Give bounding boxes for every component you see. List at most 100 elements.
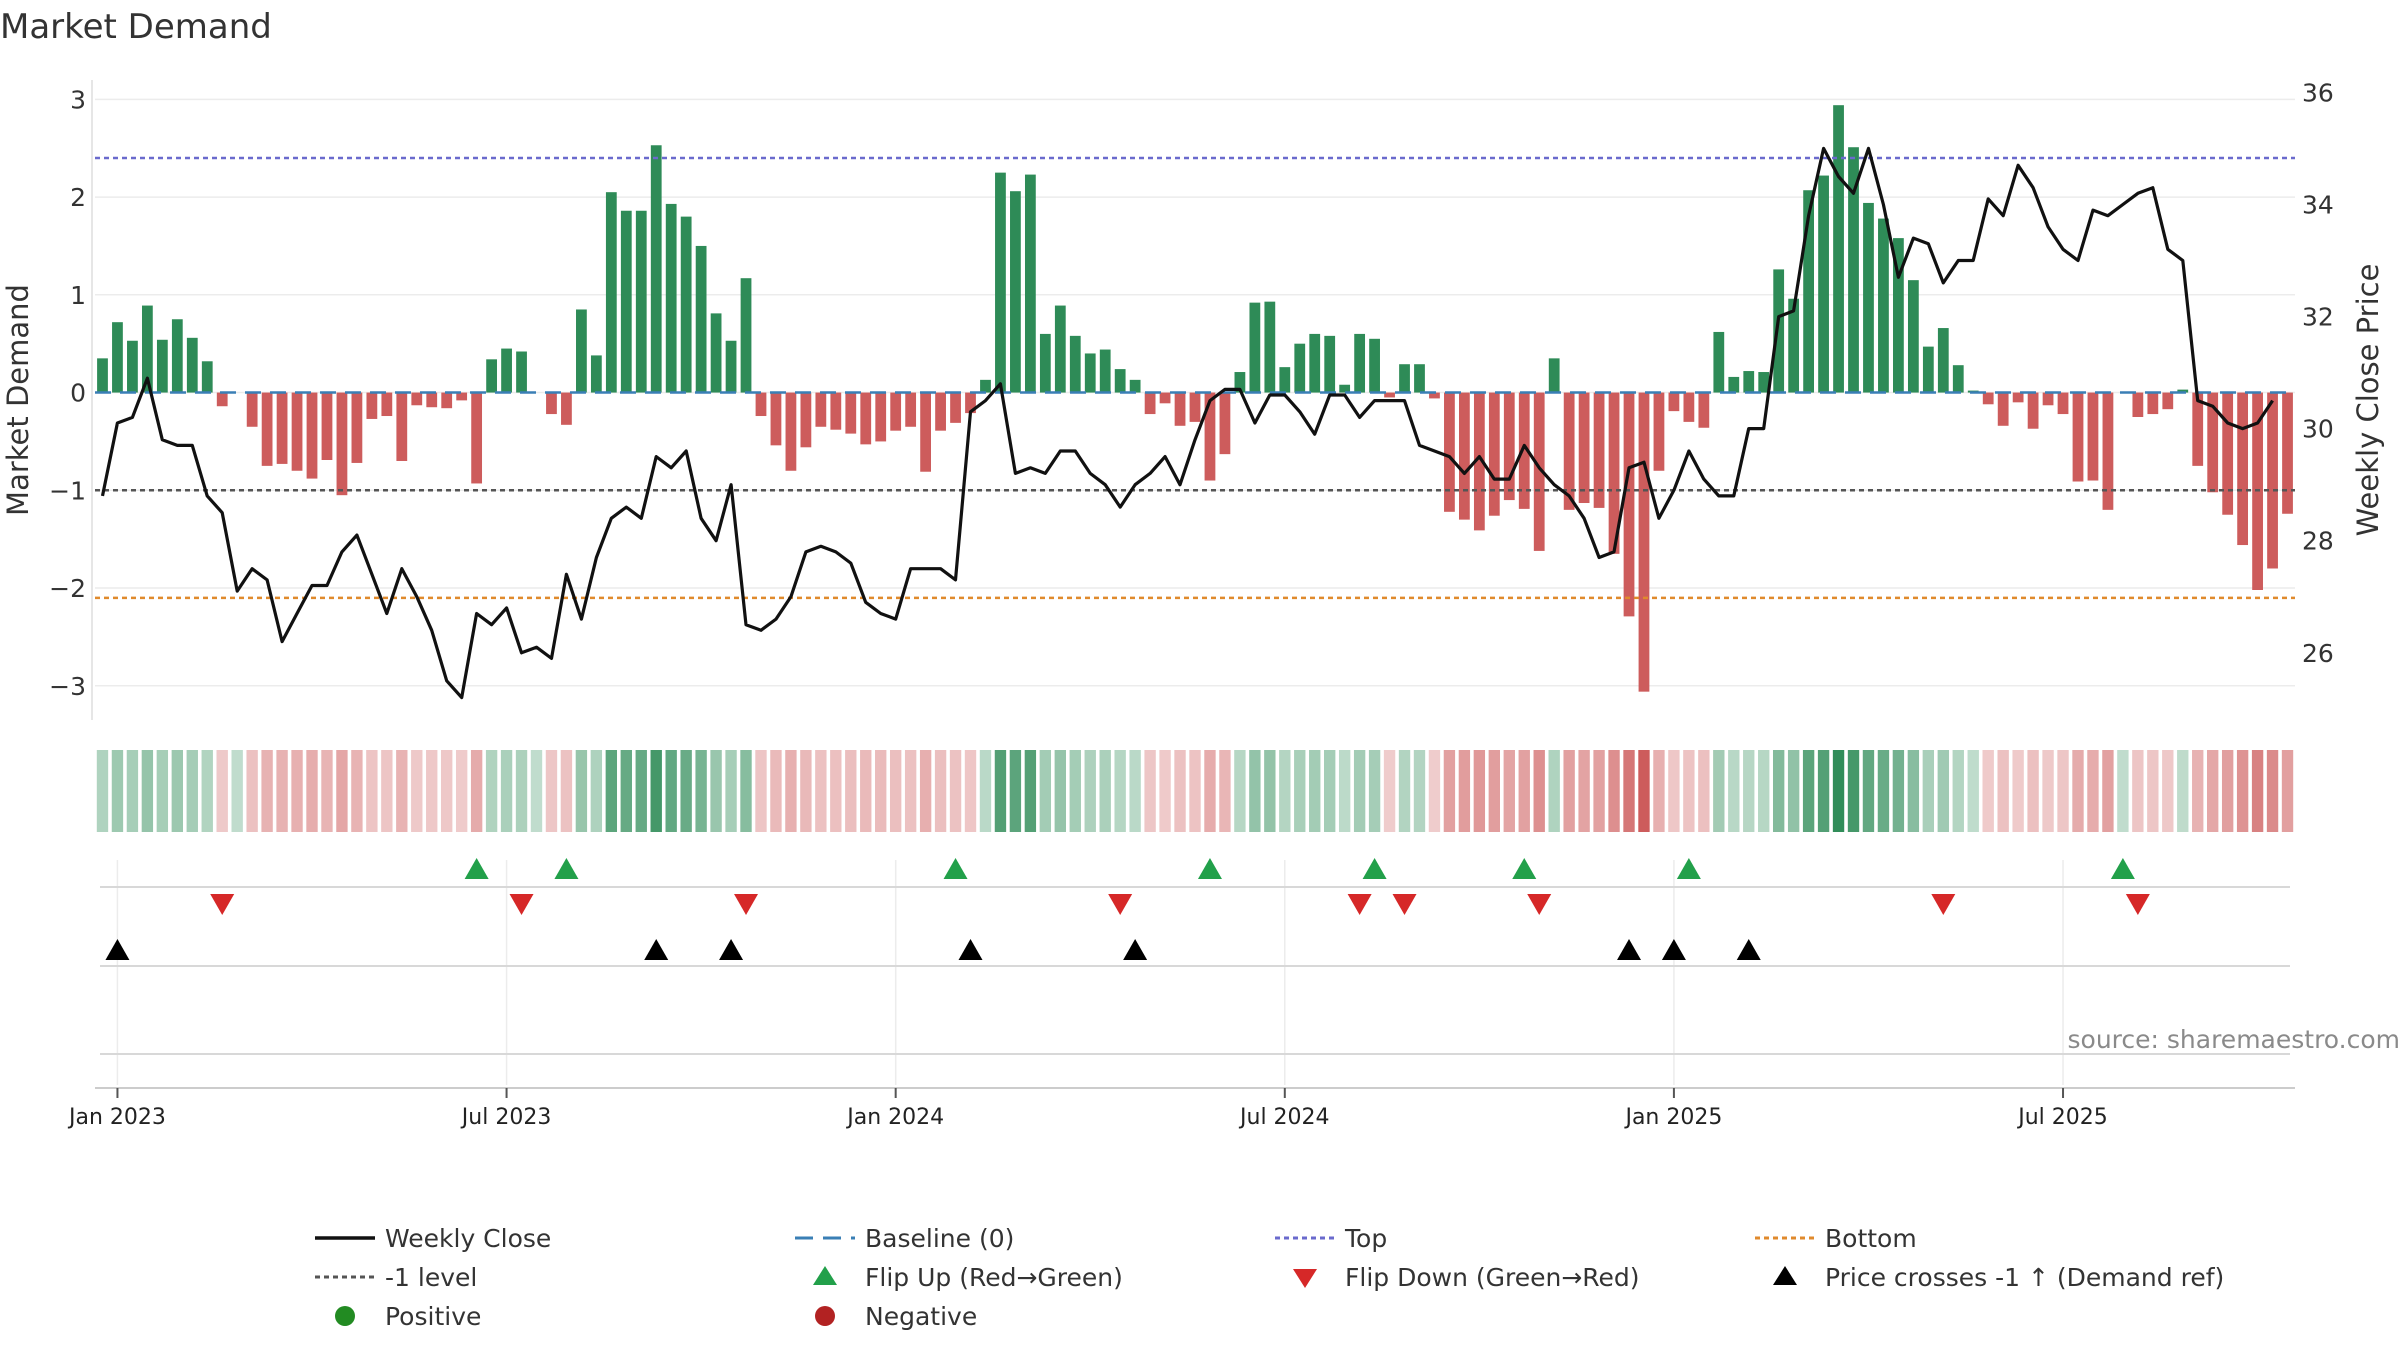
- demand-bar-124: [1952, 365, 1964, 393]
- heat-cell-37: [650, 750, 662, 832]
- heat-cell-89: [1428, 750, 1441, 832]
- heat-cell-123: [1937, 750, 1949, 832]
- demand-bar-66: [1084, 353, 1096, 393]
- demand-bar-110: [1743, 371, 1755, 393]
- demand-bar-93: [1488, 392, 1500, 516]
- heat-cell-64: [1054, 750, 1066, 832]
- heat-cell-114: [1802, 750, 1815, 832]
- weekly-close-line: [100, 146, 2274, 700]
- heat-cell-113: [1787, 750, 1800, 832]
- y-tick-right-1: 34: [2302, 190, 2334, 219]
- demand-bar-82: [1324, 335, 1336, 393]
- heat-cell-91: [1458, 750, 1471, 832]
- demand-bar-87: [1399, 364, 1410, 393]
- y-tick-left-0: 3: [70, 85, 86, 114]
- heat-cell-78: [1264, 750, 1276, 832]
- heat-cell-118: [1862, 750, 1875, 832]
- heat-cell-39: [680, 750, 692, 832]
- demand-bar-23: [441, 392, 453, 409]
- heat-cell-134: [2102, 750, 2114, 832]
- heat-cell-139: [2177, 750, 2189, 832]
- price-cross-marker-7: [1736, 939, 1761, 960]
- demand-bar-98: [1563, 392, 1575, 510]
- demand-bar-88: [1414, 364, 1425, 393]
- flip-down-marker-5: [1392, 894, 1417, 915]
- demand-bar-99: [1578, 392, 1590, 504]
- heat-cell-100: [1593, 750, 1605, 832]
- legend-label-3: Bottom: [1825, 1224, 1917, 1253]
- demand-bar-15: [321, 392, 333, 460]
- price-cross-marker-5: [1617, 939, 1642, 960]
- heat-cell-0: [96, 750, 109, 832]
- heat-cell-62: [1024, 750, 1037, 832]
- reference-lines: [95, 156, 2295, 600]
- demand-bar-3: [141, 305, 153, 393]
- demand-bar-43: [740, 278, 752, 393]
- demand-bar-1: [112, 322, 123, 393]
- demand-bar-10: [246, 392, 258, 427]
- legend-item-5: Flip Up (Red→Green): [813, 1263, 1123, 1292]
- demand-bar-35: [620, 210, 632, 393]
- demand-bar-76: [1234, 372, 1246, 393]
- demand-bar-70: [1144, 392, 1156, 415]
- demand-bar-63: [1039, 333, 1051, 393]
- y-tick-right-4: 28: [2302, 527, 2334, 556]
- flip-down-marker-8: [2125, 894, 2150, 915]
- heat-cell-105: [1668, 750, 1680, 832]
- heat-cell-43: [740, 750, 752, 832]
- demand-bar-100: [1593, 392, 1605, 508]
- demand-bar-133: [2087, 392, 2099, 481]
- heat-cell-130: [2042, 750, 2054, 832]
- demand-bar-18: [366, 392, 378, 419]
- legend-item-6: Flip Down (Green→Red): [1293, 1263, 1640, 1292]
- heat-cell-124: [1952, 750, 1964, 832]
- demand-bar-129: [2027, 392, 2039, 429]
- demand-bar-8: [216, 392, 228, 407]
- y-tick-left-1: 2: [70, 183, 86, 212]
- price-cross-marker-0: [105, 939, 130, 960]
- heat-cell-58: [964, 750, 977, 832]
- x-tick-label-3: Jul 2024: [1238, 1105, 1330, 1130]
- heat-cell-94: [1503, 750, 1515, 832]
- demand-bar-38: [665, 203, 677, 393]
- heat-cell-28: [515, 750, 528, 832]
- flip-up-marker-1: [554, 858, 579, 879]
- demand-bar-65: [1069, 335, 1081, 393]
- demand-bar-74: [1204, 392, 1216, 481]
- heat-cell-22: [426, 750, 438, 832]
- heat-cell-48: [815, 750, 827, 832]
- heat-cell-101: [1608, 750, 1620, 832]
- legend-label-4: -1 level: [385, 1263, 477, 1292]
- demand-bar-47: [800, 392, 812, 448]
- legend-label-7: Price crosses -1 ↑ (Demand ref): [1825, 1263, 2224, 1292]
- demand-bar-84: [1354, 333, 1366, 393]
- demand-bar-105: [1668, 392, 1680, 412]
- heat-cell-104: [1653, 750, 1665, 832]
- flip-up-marker-0: [464, 858, 489, 879]
- flip-up-marker-3: [1197, 858, 1222, 879]
- y-tick-left-3: 0: [70, 379, 86, 408]
- x-tick-label-5: Jul 2025: [2016, 1105, 2108, 1130]
- heat-cell-109: [1728, 750, 1740, 832]
- demand-bar-123: [1937, 328, 1949, 393]
- demand-bar-36: [635, 210, 647, 393]
- demand-bar-91: [1459, 392, 1470, 520]
- heat-cell-35: [620, 750, 632, 832]
- heat-cell-111: [1758, 750, 1770, 832]
- demand-bar-0: [97, 358, 108, 393]
- heat-cell-54: [904, 750, 917, 832]
- legend-symbol-7: [1773, 1266, 1797, 1285]
- heat-cell-122: [1922, 750, 1935, 832]
- heat-cell-25: [470, 750, 483, 832]
- price-cross-marker-2: [719, 939, 744, 960]
- heat-cell-85: [1368, 750, 1381, 832]
- heat-cell-132: [2072, 750, 2084, 832]
- demand-bar-64: [1054, 305, 1066, 393]
- heat-cell-146: [2281, 750, 2294, 832]
- heat-cell-51: [860, 750, 872, 832]
- heat-cell-97: [1548, 750, 1560, 832]
- heat-cell-4: [156, 750, 169, 832]
- heat-cell-71: [1159, 750, 1171, 832]
- heat-cell-133: [2087, 750, 2099, 832]
- heat-cell-136: [2132, 750, 2144, 832]
